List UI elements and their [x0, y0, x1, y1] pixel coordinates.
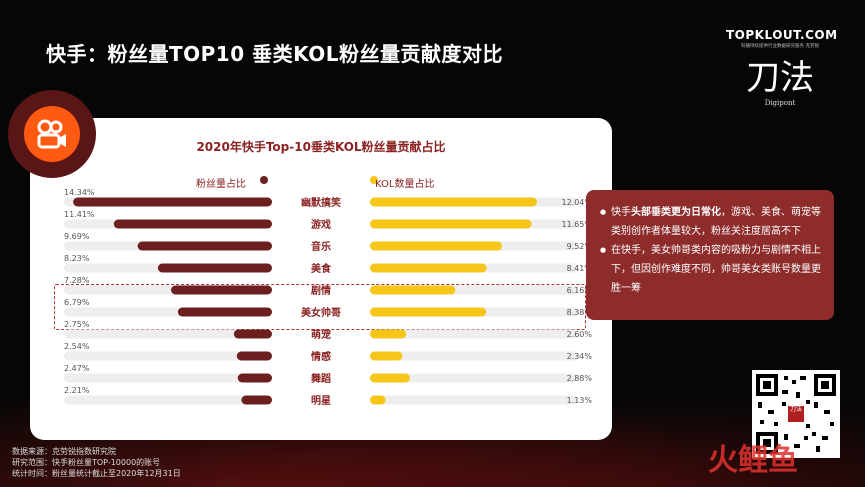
kol-share-bar	[370, 329, 407, 339]
data-source: 数据来源：克劳锐指数研究院 研究范围：快手粉丝量TOP-10000的账号 统计时…	[12, 446, 181, 479]
brand-subtitle: 科播持续提供行业数据研究服务 克劳锐	[741, 44, 819, 49]
kol-share-bar	[370, 351, 403, 361]
brand-chinese-logo: 刀法	[746, 58, 814, 98]
brand-block: TOPKLOUT.COM 科播持续提供行业数据研究服务 克劳锐 刀法 Digip…	[726, 28, 838, 107]
fans-share-value-label: 11.41%	[64, 210, 95, 219]
kol-bar-track	[370, 329, 578, 339]
category-label: 情感	[311, 350, 331, 363]
qr-center-logo: 刀法	[788, 406, 804, 422]
fans-share-bar	[113, 219, 272, 229]
legend-fans-label: 粉丝量占比	[196, 179, 246, 190]
kol-bar-track	[370, 373, 578, 383]
kol-share-bar	[370, 197, 537, 207]
kol-share-bar	[370, 307, 487, 317]
fans-share-value-label: 9.69%	[64, 232, 90, 241]
category-label: 游戏	[311, 218, 331, 231]
source-line-1: 数据来源：克劳锐指数研究院	[12, 447, 116, 456]
fans-bar-track	[64, 395, 272, 405]
kol-share-value-label: 9.52%	[567, 242, 593, 251]
qr-code: 刀法	[752, 370, 840, 458]
kol-share-bar	[370, 373, 410, 383]
fans-share-value-label: 14.34%	[64, 188, 95, 197]
legend-kol-dot	[370, 176, 378, 184]
legend-fans-dot	[260, 176, 268, 184]
category-label: 美女帅哥	[301, 306, 341, 319]
insight-note-box: 快手头部垂类更为日常化，游戏、美食、萌宠等类别创作者体量较大，粉丝关注度居高不下…	[586, 190, 834, 320]
fans-share-bar	[137, 241, 272, 251]
chart-title: 2020年快手Top-10垂类KOL粉丝量贡献占比	[196, 140, 446, 154]
chart-card: 2020年快手Top-10垂类KOL粉丝量贡献占比 粉丝量占比 KOL数量占比 …	[30, 118, 612, 440]
kol-share-value-label: 2.88%	[567, 374, 593, 383]
kol-share-value-label: 6.16%	[567, 286, 593, 295]
category-label: 萌宠	[311, 328, 331, 341]
category-label: 舞蹈	[311, 372, 331, 385]
kol-bar-track	[370, 395, 578, 405]
fans-share-value-label: 7.28%	[64, 276, 90, 285]
source-line-3: 统计时间：粉丝量统计截止至2020年12月31日	[12, 469, 181, 478]
kol-share-bar	[370, 263, 487, 273]
fans-bar-track	[64, 373, 272, 383]
fans-share-bar	[241, 395, 272, 405]
kol-share-value-label: 8.38%	[567, 308, 593, 317]
fans-bar-track	[64, 329, 272, 339]
insight-item-1: 快手头部垂类更为日常化，游戏、美食、萌宠等类别创作者体量较大，粉丝关注度居高不下	[600, 203, 824, 241]
fans-share-bar	[233, 329, 272, 339]
fans-share-bar	[73, 197, 272, 207]
kol-share-bar	[370, 241, 503, 251]
category-label: 美食	[311, 262, 332, 275]
category-label: 明星	[311, 395, 331, 407]
kuaishou-logo	[8, 90, 96, 178]
fans-share-value-label: 2.54%	[64, 342, 90, 351]
kol-share-bar	[370, 395, 386, 405]
video-camera-icon	[24, 106, 80, 162]
brand-name: TOPKLOUT.COM	[726, 28, 838, 42]
category-label: 音乐	[311, 240, 331, 253]
fans-share-bar	[177, 307, 272, 317]
kol-share-value-label: 1.13%	[567, 396, 593, 405]
fans-share-bar	[157, 263, 272, 273]
fans-share-value-label: 2.21%	[64, 386, 90, 395]
kol-share-bar	[370, 285, 456, 295]
fans-share-bar	[237, 373, 272, 383]
brand-english-logo: Digipont	[764, 99, 796, 107]
watermark: 火鲤鱼	[708, 443, 798, 478]
kol-bar-track	[370, 351, 578, 361]
kol-share-bar	[370, 219, 532, 229]
fans-share-value-label: 8.23%	[64, 254, 90, 263]
kol-share-value-label: 2.60%	[567, 330, 593, 339]
insight-item-2: 在快手，美女帅哥类内容的吸粉力与剧情不相上下，但因创作难度不同，帅哥美女类账号数…	[600, 241, 824, 298]
legend-kol-label: KOL数量占比	[375, 179, 435, 190]
qr-pattern	[756, 374, 836, 454]
bar-chart: 幽默搞笑 14.34% 12.04% 游戏 11.41% 11.65% 音乐 9.69% 9.5…	[64, 188, 593, 407]
fans-bar-track	[64, 351, 272, 361]
page-title: 快手：粉丝量TOP10 垂类KOL粉丝量贡献度对比	[46, 42, 503, 66]
category-label: 剧情	[311, 284, 331, 297]
category-label: 幽默搞笑	[301, 196, 341, 209]
fans-share-value-label: 2.47%	[64, 364, 90, 373]
fans-share-value-label: 2.75%	[64, 320, 90, 329]
fans-share-bar	[236, 351, 272, 361]
fans-share-value-label: 6.79%	[64, 298, 90, 307]
kol-share-value-label: 12.04%	[561, 198, 592, 207]
kol-share-value-label: 8.41%	[567, 264, 593, 273]
source-line-2: 研究范围：快手粉丝量TOP-10000的账号	[12, 458, 161, 467]
kol-share-value-label: 11.65%	[561, 220, 592, 229]
kol-share-value-label: 2.34%	[567, 352, 593, 361]
fans-share-bar	[171, 285, 272, 295]
